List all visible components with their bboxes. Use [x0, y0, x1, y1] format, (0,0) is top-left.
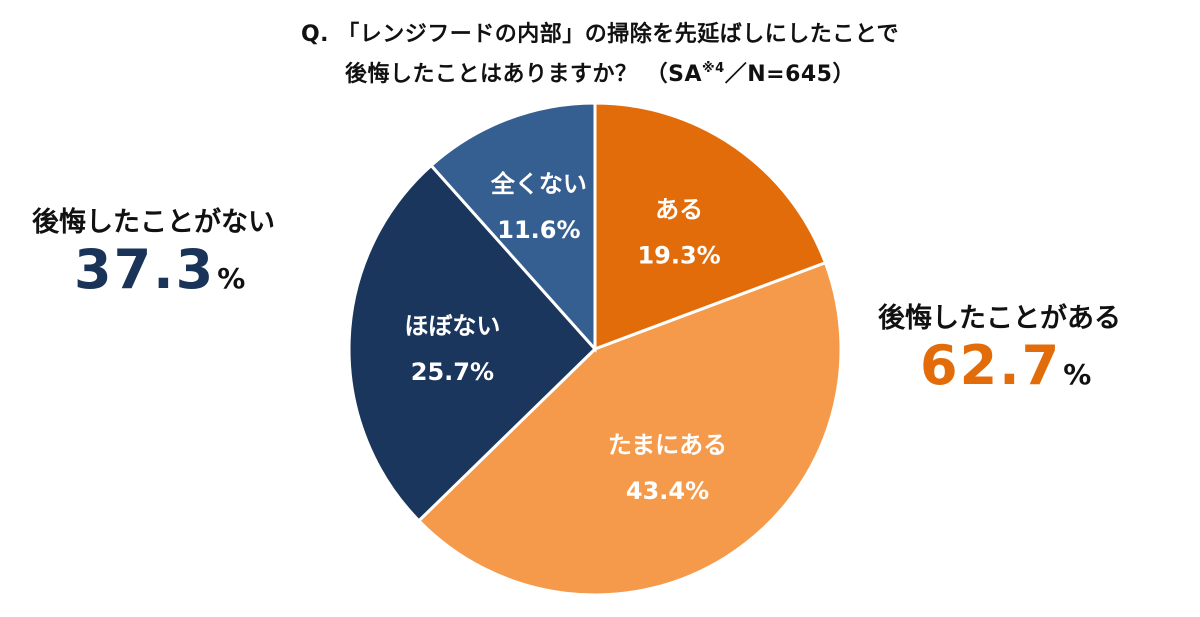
pie-slice-2	[347, 163, 598, 523]
pie-slice-1	[416, 260, 843, 597]
group-number-regret-yes: 62.7	[920, 334, 1062, 397]
chart-title: Q. 「レンジフードの内部」の掃除を先延ばしにしたことで 後悔したことはあります…	[0, 18, 1200, 92]
group-value-regret-no: 37.3%	[74, 240, 275, 309]
title-line-1: Q. 「レンジフードの内部」の掃除を先延ばしにしたことで	[300, 22, 900, 47]
slice-label-3: 全くない	[490, 170, 587, 198]
slice-label-0: ある	[655, 196, 703, 224]
group-title-regret-yes: 後悔したことがある	[878, 303, 1121, 334]
group-label-regret-no: 後悔したことがない 37.3%	[32, 206, 275, 309]
title-line-2: 後悔したことはありますか？ （SA※4／N=645）	[0, 52, 1200, 92]
pie-slice-0	[593, 101, 828, 352]
slice-value-3: 11.6%	[497, 216, 580, 244]
pie-slice-3	[429, 101, 597, 353]
group-label-regret-yes: 後悔したことがある 62.7%	[878, 302, 1121, 405]
slice-label-2: ほぼない	[404, 312, 500, 340]
title-line-2-main: 後悔したことはありますか？ （SA	[344, 62, 703, 87]
group-unit-regret-yes: %	[1063, 358, 1094, 391]
group-number-regret-no: 37.3	[74, 238, 216, 301]
group-value-regret-yes: 62.7%	[920, 336, 1121, 405]
slice-value-2: 25.7%	[411, 358, 494, 386]
slice-label-1: たまにある	[608, 431, 727, 459]
group-unit-regret-no: %	[217, 262, 248, 295]
group-title-regret-no: 後悔したことがない	[32, 207, 275, 238]
slice-value-0: 19.3%	[637, 242, 720, 270]
slice-value-1: 43.4%	[626, 477, 709, 505]
title-line-2-tail: ／N=645）	[724, 62, 855, 87]
title-footnote-mark: ※4	[702, 61, 725, 76]
